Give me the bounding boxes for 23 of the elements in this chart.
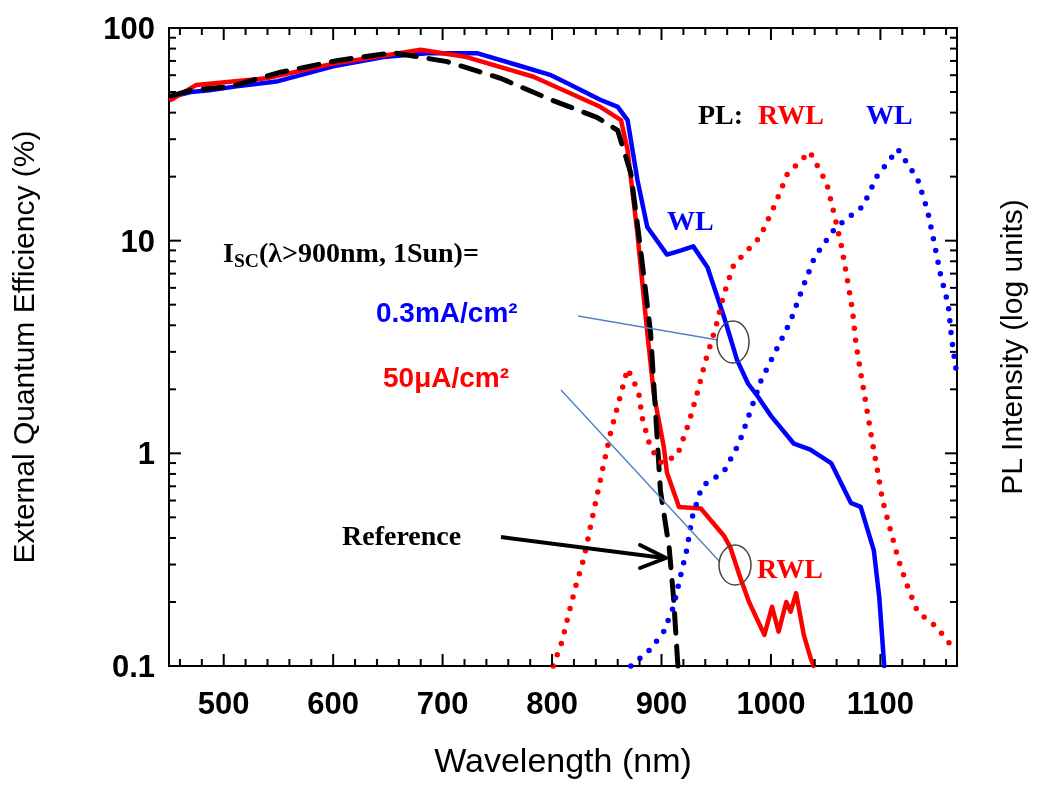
- x-tick-label: 900: [635, 686, 688, 721]
- y-tick-label: 1: [137, 436, 155, 472]
- x-tick-label: 1100: [846, 686, 915, 721]
- annotation: 0.3mA/cm²: [376, 297, 518, 328]
- x-tick-label: 1000: [736, 686, 806, 721]
- annotation: RWL: [758, 99, 824, 130]
- annotation: 50μA/cm²: [383, 362, 510, 393]
- series-label: RWL: [757, 553, 823, 584]
- y-tick-label: 100: [103, 11, 155, 46]
- y-tick-label: 0.1: [111, 649, 155, 684]
- x-axis-title: Wavelength (nm): [434, 741, 692, 779]
- annotation: I$_{SC}$(λ>900nm, 1Sun)=: [223, 237, 479, 271]
- x-tick-label: 600: [307, 686, 360, 721]
- y-tick-label: 10: [120, 223, 155, 259]
- series-label: WL: [667, 205, 714, 236]
- annotation: PL:: [698, 99, 744, 130]
- annotation: WL: [866, 99, 913, 130]
- y2-axis-title: PL Intensity (log units): [995, 199, 1028, 495]
- x-tick-label: 700: [416, 686, 469, 721]
- text: Reference: [342, 520, 462, 551]
- y-axis-title: External Quantum Efficiency (%): [7, 130, 40, 564]
- x-tick-label: 500: [197, 686, 250, 721]
- x-tick-label: 800: [526, 686, 578, 721]
